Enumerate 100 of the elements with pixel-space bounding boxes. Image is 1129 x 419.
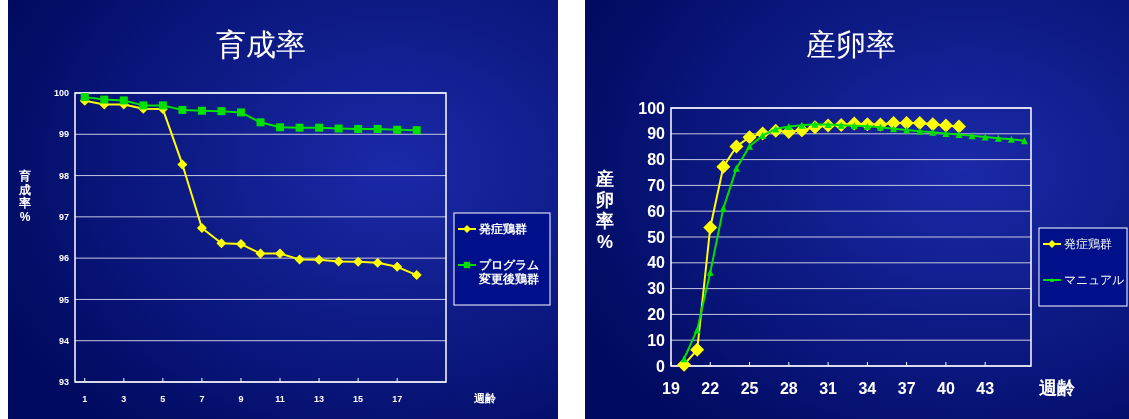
x-tick-label: 7 — [199, 394, 205, 404]
point — [994, 134, 1002, 142]
point — [178, 105, 187, 114]
y-tick-label: 0 — [656, 357, 666, 375]
legend-label: マニュアル — [1064, 273, 1124, 287]
point — [216, 238, 227, 249]
y-tick-label: 10 — [647, 331, 666, 349]
y-tick-label: 50 — [647, 228, 666, 246]
point — [938, 118, 953, 133]
x-tick-label: 28 — [779, 380, 798, 397]
point — [732, 164, 740, 172]
chart-title: 育成率 — [215, 28, 306, 61]
point — [334, 124, 343, 133]
x-tick-label: 1 — [82, 394, 88, 404]
point — [411, 270, 422, 281]
y-tick-label: 97 — [58, 212, 69, 223]
point — [785, 123, 793, 131]
y-tick-label: 90 — [647, 125, 666, 143]
point — [729, 139, 744, 154]
point — [719, 204, 727, 212]
point — [412, 126, 421, 135]
point — [353, 256, 364, 267]
x-tick-label: 9 — [238, 394, 244, 404]
y-tick-label: 100 — [638, 99, 666, 117]
point — [354, 124, 363, 133]
point — [276, 123, 285, 132]
point — [392, 261, 403, 272]
x-tick-label: 37 — [897, 380, 916, 397]
point — [706, 268, 714, 276]
y-axis-title: 育成率% — [18, 168, 31, 225]
x-tick-label: 15 — [353, 394, 364, 404]
x-tick-label: 31 — [819, 380, 838, 397]
point — [314, 254, 325, 265]
x-axis-title: 週齢 — [473, 392, 497, 404]
point — [255, 248, 266, 259]
legend-label: 発症鶏群 — [1064, 237, 1112, 251]
x-tick-label: 34 — [858, 380, 877, 397]
point — [315, 123, 324, 132]
point — [177, 159, 188, 170]
point — [925, 117, 940, 132]
y-tick-label: 94 — [58, 335, 69, 346]
point — [217, 107, 226, 116]
x-tick-label: 43 — [976, 380, 995, 397]
point — [942, 130, 950, 138]
point — [139, 101, 148, 110]
point — [716, 159, 731, 174]
point — [680, 355, 688, 363]
y-tick-label: 95 — [58, 294, 69, 305]
y-axis-title: 産卵率% — [595, 169, 614, 252]
point — [955, 131, 963, 139]
x-tick-label: 19 — [662, 380, 680, 397]
point — [119, 96, 128, 105]
y-tick-label: 93 — [58, 377, 69, 388]
y-tick-label: 99 — [58, 129, 69, 140]
point — [690, 342, 705, 357]
point — [952, 119, 966, 134]
point — [294, 254, 305, 265]
point — [295, 123, 304, 132]
y-tick-label: 60 — [647, 202, 666, 220]
y-tick-label: 100 — [53, 88, 69, 99]
point — [158, 101, 167, 110]
point — [916, 127, 924, 135]
point — [372, 257, 383, 268]
chart-title: 産卵率 — [806, 28, 896, 61]
point — [929, 128, 937, 136]
point — [912, 115, 927, 130]
y-tick-label: 80 — [647, 151, 666, 169]
point — [236, 108, 245, 117]
point — [1020, 137, 1028, 145]
point — [275, 248, 286, 259]
point — [100, 95, 109, 104]
y-tick-label: 96 — [58, 253, 69, 264]
point — [196, 223, 207, 233]
x-tick-label: 25 — [740, 380, 759, 397]
point — [393, 125, 402, 134]
point — [80, 93, 89, 102]
point — [886, 115, 901, 130]
x-tick-label: 5 — [160, 394, 166, 404]
x-tick-label: 40 — [937, 380, 955, 397]
point — [333, 256, 344, 267]
legend-label: 発症鶏群 — [478, 222, 527, 236]
x-tick-label: 3 — [121, 394, 127, 404]
y-tick-label: 30 — [647, 280, 666, 298]
y-tick-label: 98 — [58, 170, 69, 181]
y-tick-label: 20 — [647, 306, 666, 323]
point — [703, 220, 718, 235]
x-tick-label: 22 — [701, 380, 720, 397]
y-tick-label: 70 — [647, 177, 666, 194]
point — [742, 130, 757, 145]
point — [197, 106, 206, 115]
point — [746, 142, 754, 150]
point — [373, 124, 382, 133]
point — [235, 239, 246, 250]
legend-label: プログラム変更後鶏群 — [478, 258, 539, 286]
point — [256, 118, 265, 127]
point — [890, 125, 898, 133]
x-tick-label: 11 — [275, 394, 285, 404]
point — [798, 121, 806, 129]
point — [1007, 135, 1015, 143]
x-tick-label: 17 — [392, 394, 403, 404]
